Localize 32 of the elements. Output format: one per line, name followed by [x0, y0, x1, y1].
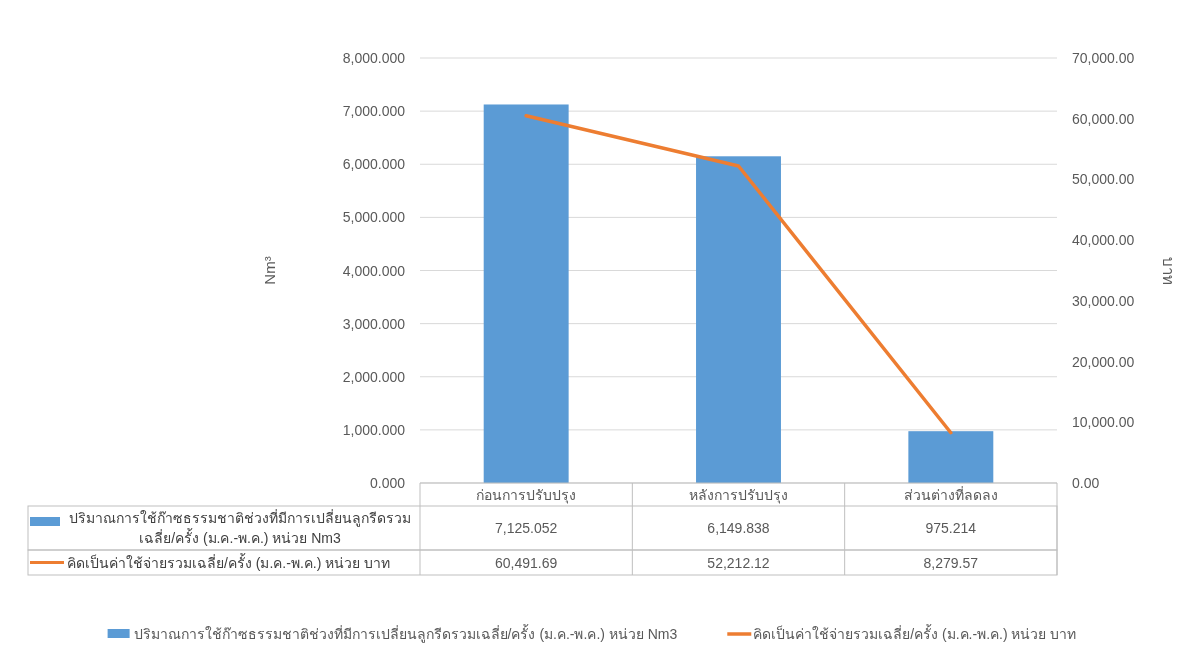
y2-tick-label: 70,000.00 [1072, 50, 1135, 66]
y2-tick-label: 20,000.00 [1072, 353, 1135, 370]
y-tick-label: 5,000.000 [342, 209, 406, 226]
y2-tick-label: 50,000.00 [1072, 171, 1135, 188]
data-label: 7,125.052 [495, 520, 558, 536]
data-label: 60,491.69 [495, 554, 558, 571]
y-tick-label: 4,000.000 [342, 262, 406, 279]
x-tick-label: หลังการปรับปรุง [689, 487, 788, 504]
x-tick-label: ก่อนการปรับปรุง [476, 487, 577, 504]
legend-label: ปริมาณการใช้ก๊าซธรรมชาติช่วงที่มีการเปลี่ยนลูกรีดรวมเฉลี่ย/ครั้ง (ม.ค.-พ.ค.) หน่วย Nm3 [68, 508, 412, 548]
y2-tick-label: 10,000.00 [1072, 414, 1135, 431]
y-axis-title: Nm³ [261, 256, 278, 285]
text: ปริมาณการใช้ก๊าซธรรมชาติช่วงที่มีการเปลี่ยนลูกรีดรวมเฉลี่ย/ครั้ง (ม.ค.-พ.ค.) หน่วย Nm3 [133, 626, 678, 642]
data-label: 52,212.12 [707, 554, 770, 571]
y-tick-label: 2,000.000 [342, 368, 406, 385]
y-tick-label: 3,000.000 [342, 315, 406, 332]
y2-axis-title: บาท [1160, 256, 1177, 285]
text: คิดเป็นค่าใช้จ่ายรวมเฉลี่ย/ครั้ง (ม.ค.-พ.ค.) หน่วย บาท [753, 626, 1077, 642]
y-tick-label: 6,000.000 [342, 156, 406, 173]
y-tick-label: 8,000.000 [342, 50, 406, 66]
data-label: 6,149.838 [707, 520, 770, 536]
data-label: 8,279.57 [923, 554, 979, 571]
x-tick-label: ส่วนต่างที่ลดลง [903, 486, 998, 503]
y-tick-label: 7,000.000 [342, 103, 406, 120]
y2-tick-label: 60,000.00 [1072, 110, 1135, 127]
y2-tick-label: 30,000.00 [1072, 292, 1135, 309]
y-tick-label: 0.000 [369, 475, 406, 491]
y2-tick-label: 40,000.00 [1072, 232, 1135, 249]
y-tick-label: 1,000.000 [342, 421, 406, 438]
y2-tick-label: 0.00 [1072, 475, 1100, 491]
legend-label: คิดเป็นค่าใช้จ่ายรวมเฉลี่ย/ครั้ง (ม.ค.-พ.ค.) หน่วย บาท [67, 552, 391, 573]
data-label: 975.214 [925, 520, 977, 536]
